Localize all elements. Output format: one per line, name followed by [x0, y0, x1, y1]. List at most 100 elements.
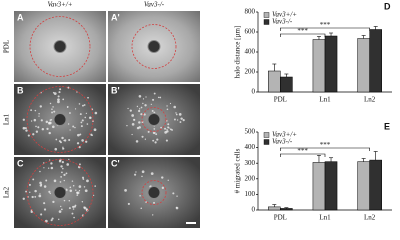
x-tick-label: Ln1: [319, 96, 331, 104]
cell: [48, 121, 52, 125]
cell: [72, 125, 75, 128]
cell: [152, 131, 156, 135]
cell: [59, 181, 62, 183]
cell: [143, 113, 146, 116]
cell: [175, 113, 178, 116]
cell: [43, 208, 47, 211]
cell: [34, 195, 37, 198]
cell: [144, 138, 147, 140]
cell: [147, 130, 150, 133]
cell: [51, 125, 55, 129]
cell: [71, 212, 74, 215]
cell: [38, 194, 42, 198]
cell: [152, 139, 155, 142]
cell: [151, 109, 154, 112]
cell: [140, 113, 143, 116]
significance-bracket: [280, 153, 326, 157]
panel-label: A: [17, 12, 24, 22]
cell: [176, 119, 179, 121]
cell: [39, 105, 42, 108]
cell: [142, 102, 144, 105]
cell: [78, 103, 81, 105]
cell: [69, 189, 73, 193]
cell: [78, 146, 81, 149]
cell: [164, 131, 167, 134]
cell: [38, 115, 40, 117]
y-tick-label: 0: [252, 88, 256, 96]
cell: [140, 207, 143, 210]
bar: [312, 39, 326, 93]
y-tick-label: 400: [245, 143, 256, 151]
column-header: Vav3-/-: [144, 1, 165, 9]
cell: [131, 123, 135, 126]
cell: [67, 86, 70, 89]
cell: [58, 210, 62, 213]
cell: [50, 219, 53, 222]
significance-label: ***: [297, 27, 308, 35]
cell: [69, 129, 71, 131]
cell: [144, 104, 147, 107]
significance-bracket: [280, 33, 326, 37]
cell: [34, 189, 37, 193]
cell: [48, 190, 51, 193]
y-tick-label: 200: [245, 68, 256, 76]
bar: [369, 159, 382, 211]
row-label: Ln1: [3, 113, 11, 125]
cell: [72, 208, 75, 210]
cell: [27, 134, 30, 137]
cell: [171, 129, 173, 131]
cell: [39, 181, 42, 185]
cell: [22, 197, 25, 200]
cell: [176, 195, 178, 197]
cell: [80, 125, 83, 128]
cell: [180, 117, 183, 120]
cell: [86, 123, 89, 125]
cell: [55, 138, 58, 141]
cell: [152, 214, 154, 216]
y-tick-label: 500: [245, 128, 256, 136]
cell: [52, 200, 55, 203]
cell: [150, 103, 152, 106]
cell: [136, 126, 140, 130]
cell: [90, 117, 92, 119]
cell: [57, 98, 60, 102]
cell: [87, 96, 89, 99]
cell: [31, 195, 34, 199]
cell: [135, 140, 139, 143]
cell: [160, 126, 162, 129]
bar: [268, 206, 281, 211]
cell: [50, 162, 53, 165]
page: Vav3+/+ Vav3-/- PDL Ln1 Ln2 A A' B B' C C' 0 200 400 6…: [2, 0, 392, 228]
cell: [53, 92, 57, 95]
cell: [45, 179, 48, 182]
legend-swatch: [263, 12, 270, 18]
cell: [68, 139, 71, 142]
cell-aggregate: [53, 186, 67, 199]
cell: [72, 205, 75, 208]
legend-label: Vav3+/+: [272, 11, 297, 19]
cell: [54, 147, 58, 151]
cell: [64, 139, 67, 142]
bar: [369, 29, 382, 93]
cell: [154, 141, 157, 144]
cell: [91, 134, 93, 137]
cell: [58, 218, 60, 221]
cell: [60, 165, 63, 168]
panel-label: A': [111, 12, 120, 22]
y-tick-label: 400: [245, 48, 256, 56]
significance-bracket: [280, 147, 370, 151]
cell: [172, 192, 175, 195]
cell: [59, 88, 62, 91]
cell: [79, 113, 82, 116]
cell: [138, 94, 142, 98]
significance-label: ***: [320, 141, 331, 149]
cell: [62, 98, 65, 101]
cell: [48, 131, 51, 135]
cell: [29, 191, 31, 194]
cell: [145, 96, 147, 98]
cell-aggregate: [53, 40, 67, 53]
cell: [141, 135, 144, 138]
cell: [76, 194, 79, 196]
cell: [153, 92, 156, 95]
cell: [68, 207, 71, 210]
